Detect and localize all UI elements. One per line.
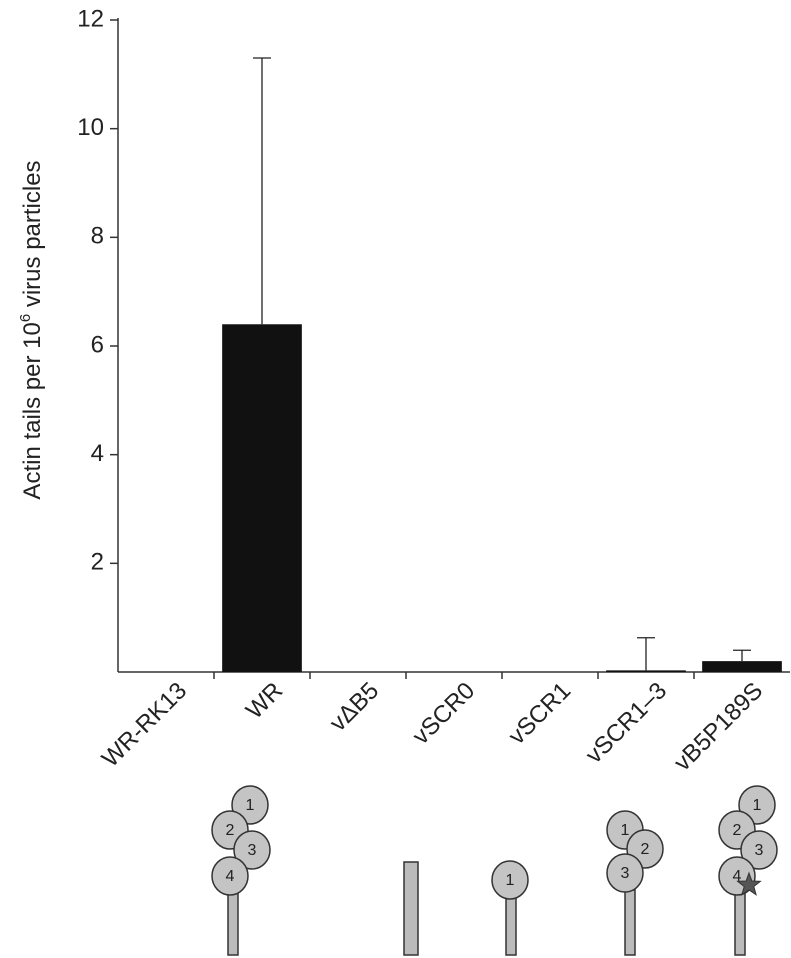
stem: [734, 889, 746, 956]
x-tick-label: vΔB5: [325, 677, 385, 737]
protein-diagram: [403, 861, 419, 956]
y-label-text: Actin tails per 10: [19, 322, 46, 499]
error-bar: [733, 649, 751, 662]
y-tick-label: 4: [91, 440, 104, 467]
domain: [233, 830, 271, 870]
y-tick-label: 8: [91, 223, 104, 250]
x-tick-label: WR: [241, 677, 288, 724]
domain: [740, 830, 778, 870]
bar: [702, 661, 782, 672]
y-axis-label: Actin tails per 106 virus particles: [17, 160, 46, 499]
stem: [505, 889, 517, 956]
stem: [624, 889, 636, 956]
x-tick-label: vSCR1–3: [581, 677, 673, 769]
domain: [491, 860, 529, 900]
x-tick-label: WR-RK13: [97, 677, 192, 772]
y-tick-label: 12: [77, 5, 104, 32]
domain-label: 1: [621, 822, 630, 839]
y-label-sup: 6: [17, 314, 34, 322]
protein-diagram: 1: [491, 860, 529, 956]
y-tick-label: 2: [91, 549, 104, 576]
domain-label: 2: [226, 822, 235, 839]
domain: [211, 856, 249, 896]
x-tick-label: vSCR0: [407, 677, 480, 750]
mutation-star: [736, 871, 762, 896]
stem: [403, 861, 419, 956]
stem: [227, 889, 239, 956]
domain-label: 4: [733, 868, 742, 885]
bar: [222, 324, 302, 672]
x-tick-label: vB5P189S: [669, 677, 768, 776]
x-tick-label: vSCR1: [503, 677, 576, 750]
domain: [606, 853, 644, 893]
domain-label: 3: [755, 842, 764, 859]
domain-label: 2: [641, 841, 650, 858]
bar: [606, 670, 686, 672]
domain-label: 3: [621, 865, 630, 882]
domain-label: 3: [248, 842, 257, 859]
domain-label: 1: [753, 797, 762, 814]
domain-label: 1: [506, 872, 515, 889]
y-label-rest: virus particles: [19, 160, 46, 313]
domain-label: 2: [733, 822, 742, 839]
domain-label: 4: [226, 868, 235, 885]
y-tick-label: 10: [77, 114, 104, 141]
error-bar: [253, 57, 271, 325]
domain-label: 1: [246, 797, 255, 814]
protein-diagram: 123: [606, 810, 664, 956]
error-bar: [637, 637, 655, 671]
y-tick-label: 6: [91, 331, 104, 358]
